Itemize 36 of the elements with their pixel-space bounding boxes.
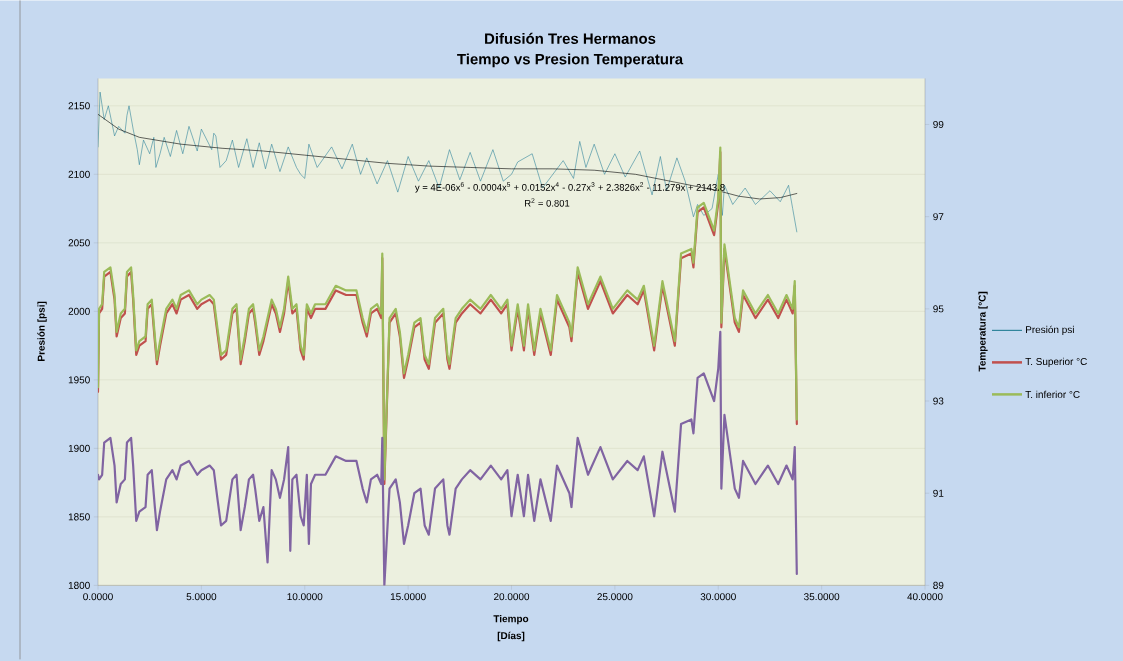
text: y = 4E-06x$^{6}$ - 0.0004x$^{5}$ + 0.0152x$^{4}$ - 0.27x$^{3}$ + 2.3826x$^{2}$ - 11.279x + 2143.8 (414, 182, 725, 193)
x-tick-label: 10.0000 (287, 592, 323, 601)
x-tick-label: 35.0000 (804, 592, 840, 601)
y-axis-title: Presión [psi] (37, 301, 47, 361)
y-tick-label: 2100 (68, 170, 90, 178)
y2-axis-title: Temperatura [°C] (978, 291, 988, 372)
line-series (98, 91, 798, 232)
line-series (98, 113, 798, 200)
y2-tick-label: 93 (933, 397, 944, 405)
y-tick-label: 1950 (68, 376, 90, 384)
x-tick-label: 5.0000 (186, 592, 217, 601)
legend-label: Presión psi (1026, 325, 1074, 335)
x-tick-label: 0.0000 (83, 592, 113, 601)
x-axis-title: Tiempo [Días] (493, 614, 529, 641)
x-tick-label: 30.0000 (700, 592, 736, 601)
x-tick-label: 40.0000 (907, 592, 943, 601)
y2-tick-label: 89 (933, 581, 944, 589)
y-tick-label: 2000 (68, 307, 90, 315)
y2-tick-label: 99 (933, 120, 944, 128)
x-tick-label: 20.0000 (494, 592, 530, 601)
x-tick-label: 25.0000 (597, 592, 633, 601)
y-tick-label: 2150 (68, 102, 90, 110)
y-tick-label: 1850 (68, 513, 90, 521)
y-tick-label: 1800 (68, 581, 90, 589)
y2-tick-label: 91 (933, 489, 944, 497)
legend-label: T. inferior °C (1025, 390, 1080, 398)
y2-tick-label: 97 (933, 212, 944, 220)
legend-label: T. Superior °C (1025, 357, 1087, 367)
y-tick-label: 2050 (68, 239, 90, 247)
chart-title: Difusión Tres Hermanos (485, 32, 656, 44)
chart-subtitle: Tiempo vs Presion Temperatura (457, 53, 684, 68)
x-tick-label: 15.0000 (390, 592, 426, 601)
annotation: R$^{2}$ = 0.801 (525, 197, 570, 207)
line-series (98, 330, 798, 586)
y2-tick-label: 95 (933, 305, 944, 313)
y-tick-label: 1900 (68, 444, 90, 452)
